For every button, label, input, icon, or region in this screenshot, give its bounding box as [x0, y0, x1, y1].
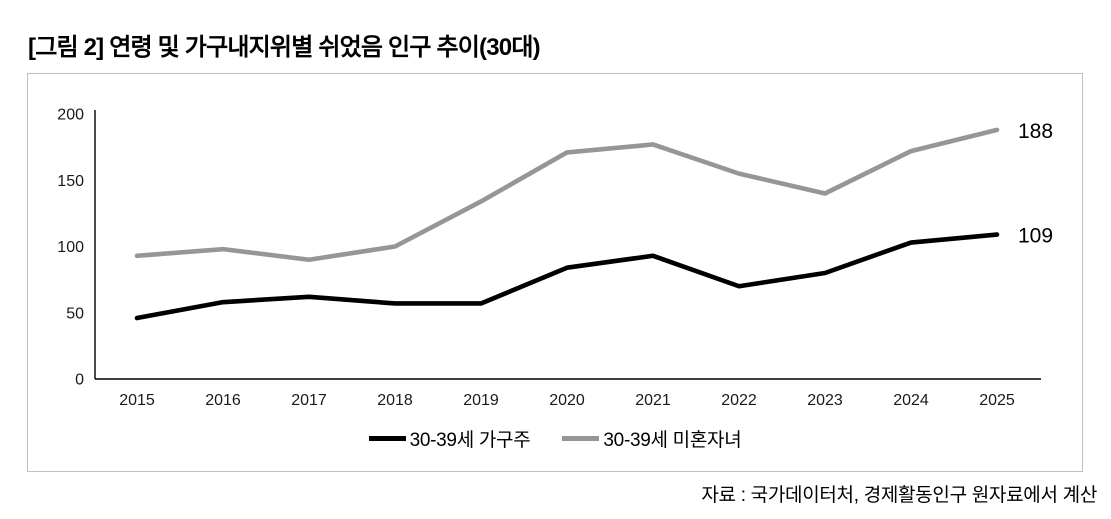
legend-line-swatch	[562, 436, 600, 441]
chart-panel: 0 50 100 150 200 2015 2016 2017 2018 2019 2020 2021…	[27, 73, 1083, 472]
legend-label: 30-39세 가구주	[409, 430, 531, 451]
y-tick-label: 150	[57, 173, 84, 190]
series-line	[134, 232, 1000, 321]
y-tick-label: 50	[66, 305, 84, 322]
x-tick-label: 2019	[463, 392, 499, 409]
line-chart: 0 50 100 150 200 2015 2016 2017 2018 2019 2020 2021…	[57, 107, 1053, 410]
source-note: 자료 : 국가데이터처, 경제활동인구 원자료에서 계산	[701, 485, 1097, 506]
x-tick-label: 2017	[291, 392, 327, 409]
series-end-label: 109	[1018, 225, 1053, 248]
x-tick-label: 2020	[549, 392, 585, 409]
y-tick-label: 200	[57, 107, 84, 124]
series-end-label: 188	[1018, 120, 1053, 143]
x-tick-label: 2023	[807, 392, 843, 409]
series-line	[134, 127, 1000, 263]
x-tick-label: 2015	[119, 392, 155, 409]
x-tick-label: 2025	[979, 392, 1015, 409]
y-tick-label: 100	[57, 239, 84, 256]
x-tick-label: 2018	[377, 392, 413, 409]
figure-title: [그림 2] 연령 및 가구내지위별 쉬었음 인구 추이(30대)	[28, 34, 541, 61]
chart-legend: 30-39세 가구주 30-39세 미혼자녀	[28, 425, 1082, 452]
y-tick-label: 0	[75, 372, 84, 389]
x-tick-label: 2021	[635, 392, 671, 409]
x-tick-label: 2016	[205, 392, 241, 409]
legend-item: 30-39세 가구주	[368, 425, 531, 452]
x-tick-label: 2022	[721, 392, 757, 409]
legend-label: 30-39세 미혼자녀	[603, 430, 742, 451]
legend-item: 30-39세 미혼자녀	[562, 425, 742, 452]
legend-line-swatch	[368, 436, 406, 441]
x-tick-label: 2024	[893, 392, 929, 409]
